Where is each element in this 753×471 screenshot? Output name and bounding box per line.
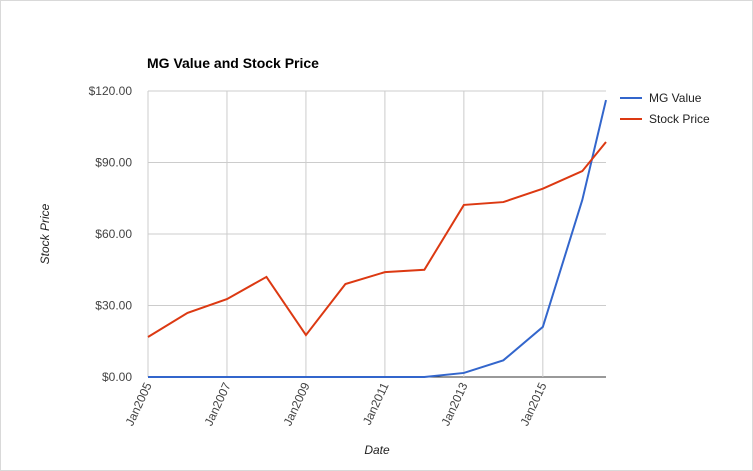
legend-label: MG Value <box>649 91 702 105</box>
series-line <box>147 141 607 338</box>
y-tick-label: $30.00 <box>95 299 132 313</box>
y-tick-label: $0.00 <box>102 370 132 384</box>
y-tick-label: $120.00 <box>89 84 133 98</box>
x-axis-label: Date <box>364 443 390 457</box>
chart-title: MG Value and Stock Price <box>147 55 319 71</box>
legend-label: Stock Price <box>649 112 710 126</box>
y-axis-label: Stock Price <box>38 203 52 264</box>
series-line <box>148 99 607 378</box>
y-tick-label: $90.00 <box>95 156 132 170</box>
y-tick-label: $60.00 <box>95 227 132 241</box>
